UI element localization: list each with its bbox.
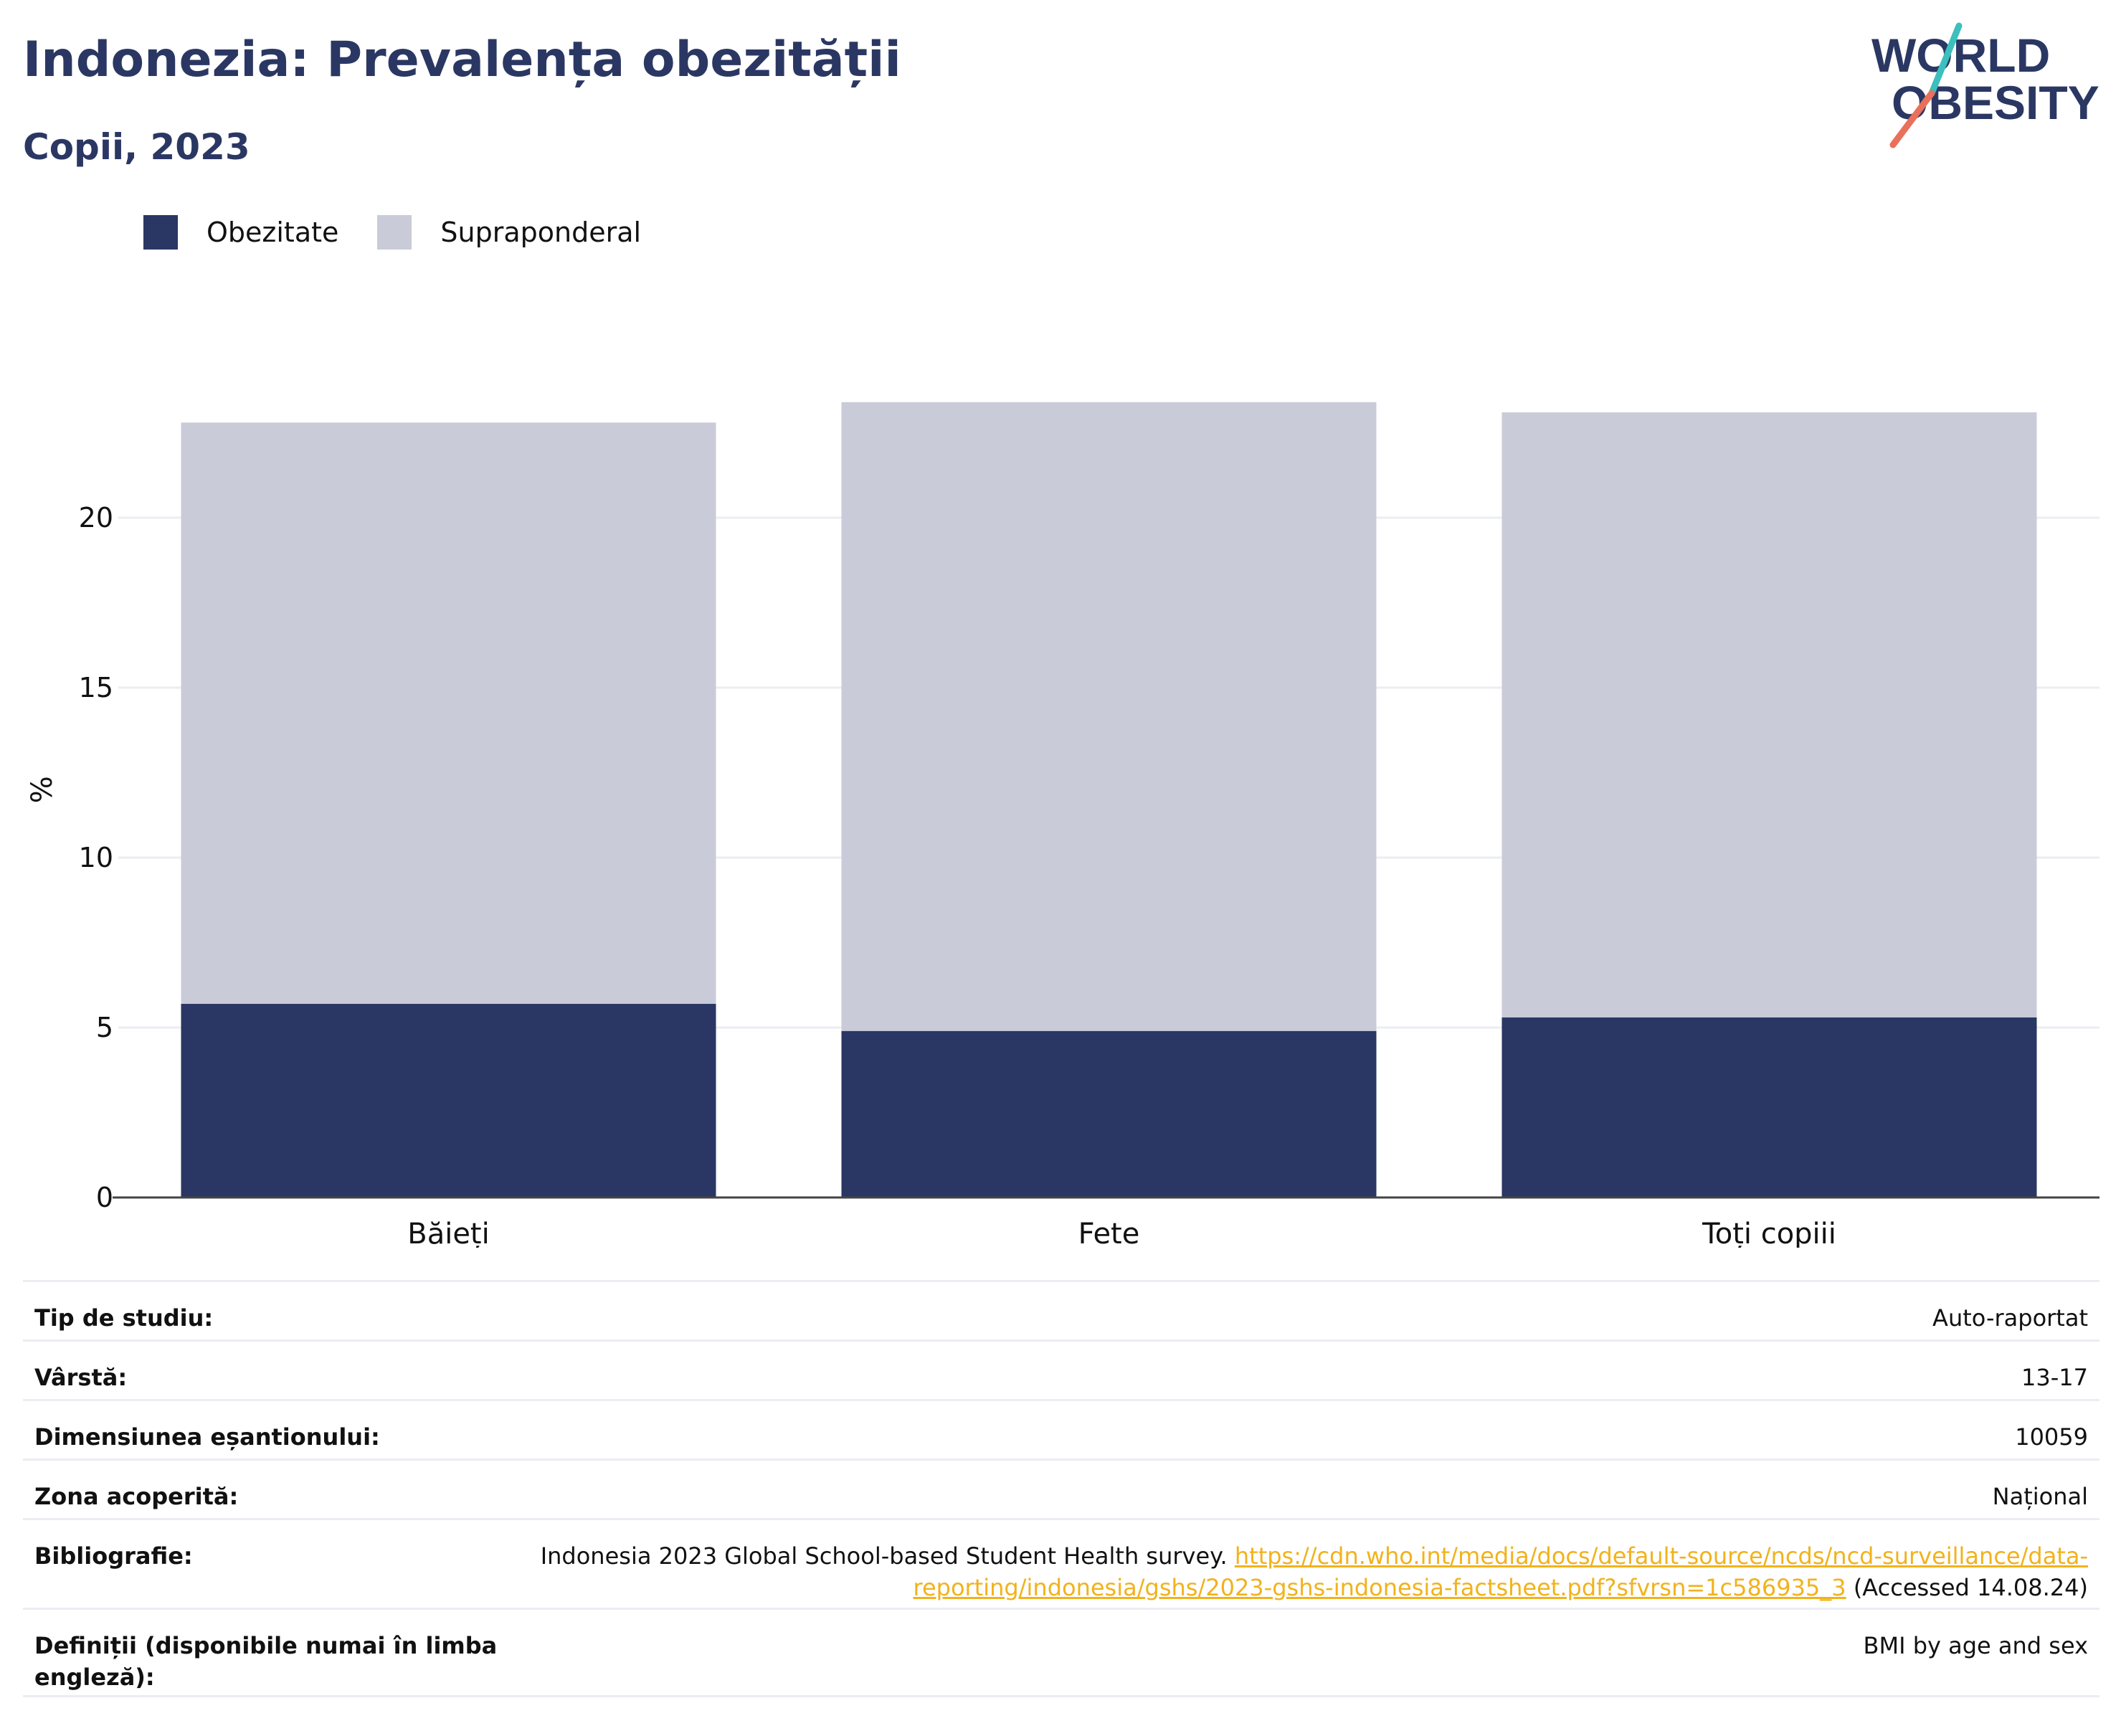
legend-label-obesity: Obezitate (207, 217, 339, 248)
x-tick-label-1: Băieți (407, 1218, 489, 1248)
bibliography-link-part1[interactable]: https://cdn.who.int/media/docs/default-s… (1234, 1542, 2088, 1570)
info-value-study-type: Auto-raportat (1932, 1304, 2088, 1332)
bar-obesity-3 (1501, 1017, 2037, 1197)
page-title: Indonezia: Prevalența obezității (23, 32, 901, 88)
bar-obesity-1 (181, 1003, 716, 1197)
info-row-area-covered: Zona acoperită: Național (23, 1458, 2099, 1518)
bibliography-link-part2[interactable]: reporting/indonesia/gshs/2023-gshs-indon… (913, 1574, 1846, 1601)
info-value-age: 13-17 (2021, 1364, 2088, 1391)
logo-slash-teal (1928, 22, 1963, 97)
info-row-study-type: Tip de studiu: Auto-raportat (23, 1280, 2099, 1339)
info-value-sample-size: 10059 (2015, 1423, 2088, 1451)
legend-item-obesity[interactable]: Obezitate (143, 215, 338, 250)
x-tick-label-3: Toți copiii (1702, 1218, 1836, 1248)
info-row-age: Vârstă: 13-17 (23, 1339, 2099, 1399)
bar-overweight-3 (1501, 412, 2037, 1018)
y-tick-label-10: 10 (79, 842, 113, 873)
chart-legend: Obezitate Supraponderal (143, 214, 680, 251)
info-value-area-covered: Național (1992, 1483, 2088, 1510)
info-value-definitions: BMI by age and sex (1863, 1632, 2088, 1659)
info-row-bibliography: Bibliografie: Indonesia 2023 Global Scho… (23, 1518, 2099, 1608)
x-tick-label-2: Fete (1078, 1218, 1140, 1248)
info-label-bibliography: Bibliografie: (34, 1542, 193, 1570)
legend-swatch-obesity (143, 215, 178, 250)
bibliography-accessed: (Accessed 14.08.24) (1853, 1574, 2088, 1601)
world-obesity-logo: WORLD OBESITY (1871, 22, 2101, 151)
stacked-bar-chart: 0 5 10 15 20% Băieți Fete Toți copiii (26, 402, 2099, 1248)
survey-info-table: Tip de studiu: Auto-raportat Vârstă: 13-… (23, 1280, 2099, 1697)
info-label-age: Vârstă: (34, 1364, 128, 1391)
bar-obesity-2 (841, 1030, 1377, 1197)
definitions-label-line1: Definiții (disponibile numai în limba (34, 1632, 498, 1659)
legend-label-overweight: Supraponderal (440, 217, 642, 248)
info-label-area-covered: Zona acoperită: (34, 1483, 239, 1510)
bibliography-text: Indonesia 2023 Global School-based Stude… (540, 1542, 1228, 1570)
info-row-sample-size: Dimensiunea eșantionului: 10059 (23, 1399, 2099, 1458)
y-axis-title: % (26, 776, 59, 803)
y-tick-label-15: 15 (79, 672, 113, 703)
info-row-definitions: Definiții (disponibile numai în limba en… (23, 1608, 2099, 1697)
legend-swatch-overweight (377, 215, 412, 250)
y-tick-label-5: 5 (96, 1012, 113, 1043)
logo-word-world: WORLD (1871, 29, 2050, 82)
legend-item-overweight[interactable]: Supraponderal (377, 215, 641, 250)
definitions-label-line2: engleză): (34, 1664, 155, 1691)
bar-overweight-2 (841, 402, 1377, 1031)
info-label-definitions: Definiții (disponibile numai în limba en… (34, 1630, 497, 1693)
logo-slash-coral (1889, 90, 1935, 148)
page-subtitle: Copii, 2023 (23, 126, 250, 168)
info-label-sample-size: Dimensiunea eșantionului: (34, 1423, 380, 1451)
info-label-study-type: Tip de studiu: (34, 1304, 214, 1332)
bar-overweight-1 (181, 422, 716, 1004)
y-tick-label-0: 0 (96, 1182, 113, 1213)
info-value-bibliography: Indonesia 2023 Global School-based Stude… (541, 1540, 2088, 1603)
y-tick-label-20: 20 (79, 502, 113, 533)
